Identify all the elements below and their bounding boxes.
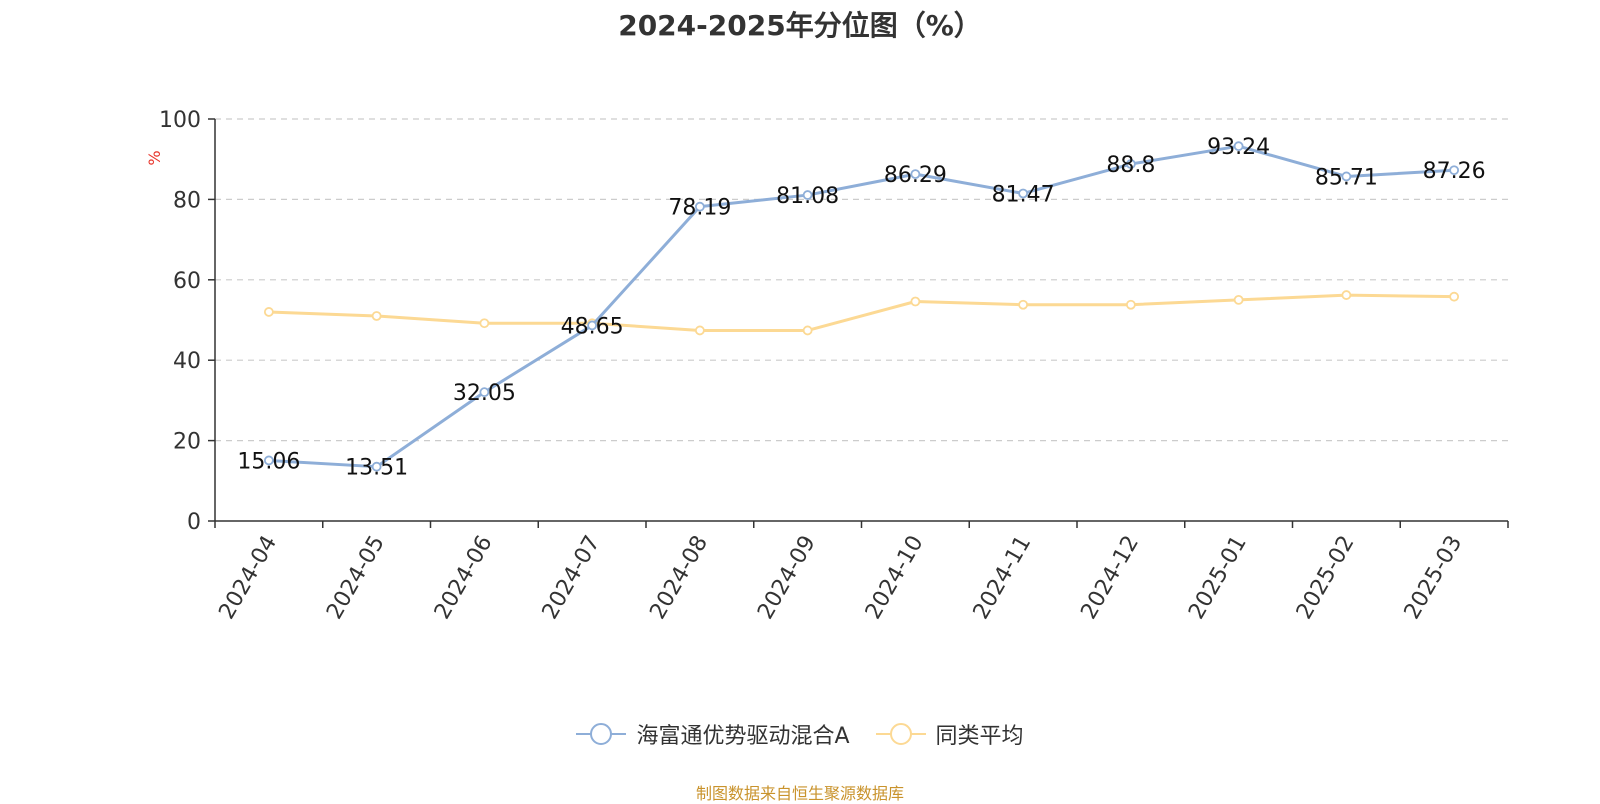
x-tick-label: 2024-05 (322, 532, 390, 624)
data-point (479, 318, 490, 329)
data-label: 32.05 (453, 381, 516, 406)
y-tick-label: 40 (173, 349, 201, 374)
data-point (1449, 165, 1460, 176)
y-tick-label: 60 (173, 269, 201, 294)
chart-title: 2024-2025年分位图（%） (618, 9, 982, 42)
data-label: 93.24 (1207, 135, 1270, 160)
data-point (1233, 294, 1244, 305)
data-point (587, 320, 598, 331)
data-point (1233, 141, 1244, 152)
source-note: 制图数据来自恒生聚源数据库 (695, 784, 904, 803)
x-tick-label: 2024-04 (214, 532, 282, 624)
data-label: 48.65 (561, 314, 624, 339)
data-point (910, 296, 921, 307)
y-tick-label: 100 (159, 108, 201, 133)
x-tick-label: 2024-11 (969, 532, 1037, 624)
data-point (1125, 299, 1136, 310)
y-tick-label: 20 (173, 430, 201, 455)
legend-marker-circle (590, 723, 613, 745)
legend: 海富通优势驱动混合A 同类平均 (0, 718, 1600, 750)
legend-item[interactable]: 同类平均 (875, 718, 1024, 750)
data-label: 85.71 (1315, 165, 1378, 190)
x-tick-label: 2024-07 (538, 532, 606, 624)
data-label: 13.51 (345, 456, 408, 481)
x-tick-label: 2024-08 (645, 532, 713, 624)
data-point (910, 169, 921, 180)
data-point (1018, 299, 1029, 310)
x-tick-label: 2024-10 (861, 532, 929, 624)
data-point (371, 311, 382, 321)
data-point (1341, 290, 1352, 300)
y-axis-label: % (145, 150, 164, 165)
data-label: 81.08 (776, 184, 839, 209)
legend-marker-circle (889, 723, 912, 745)
y-tick-label: 80 (173, 188, 201, 213)
data-point (479, 387, 490, 398)
data-point (802, 190, 813, 200)
series-line (267, 144, 1456, 469)
data-point (263, 307, 274, 317)
legend-item[interactable]: 海富通优势驱动混合A (576, 718, 850, 750)
data-point (1449, 291, 1460, 302)
data-point (263, 455, 274, 466)
legend-label: 海富通优势驱动混合A (636, 724, 850, 749)
y-tick-label: 0 (187, 510, 201, 535)
x-tick-label: 2024-06 (430, 532, 498, 624)
legend-label: 同类平均 (935, 724, 1024, 749)
series-line (267, 293, 1456, 332)
x-tick-label: 2024-09 (753, 532, 821, 624)
legend-marker-icon (576, 723, 627, 745)
data-label: 81.47 (992, 182, 1055, 207)
data-point (1125, 159, 1136, 169)
data-point (802, 325, 813, 336)
data-label: 86.29 (884, 163, 947, 188)
data-label: 15.06 (237, 449, 300, 474)
data-label-layer: 15.06 13.51 32.05 48.65 78.19 81.08 86.29 81.47… (237, 135, 1485, 481)
x-tick-label: 2025-01 (1184, 532, 1252, 624)
legend-marker-icon (875, 723, 926, 745)
data-point (1341, 171, 1352, 182)
x-tick-label: 2025-02 (1292, 532, 1360, 624)
x-tick-label: 2025-03 (1400, 532, 1468, 624)
data-label: 87.26 (1423, 159, 1486, 184)
data-point (371, 461, 382, 472)
data-point (694, 325, 705, 336)
data-label: 78.19 (668, 196, 731, 221)
data-label: 88.8 (1106, 153, 1155, 178)
series-layer (263, 141, 1460, 472)
data-point (1018, 188, 1029, 199)
x-tick-label: 2024-12 (1076, 532, 1144, 624)
data-point (694, 201, 705, 212)
